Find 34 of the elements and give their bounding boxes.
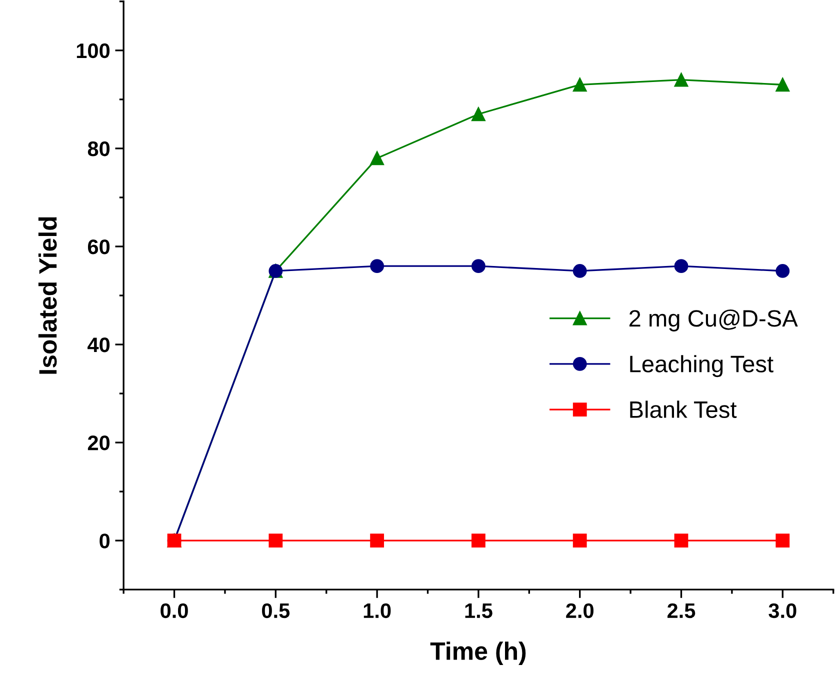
x-tick-label: 3.0 — [768, 603, 796, 618]
x-tick-label: 0.5 — [262, 603, 290, 618]
legend-label: 2 mg Cu@D-SA — [629, 309, 798, 332]
x-axis-title: Time (h) — [430, 642, 526, 665]
point — [674, 534, 688, 548]
point — [572, 534, 587, 548]
point — [370, 534, 384, 548]
point — [370, 151, 384, 166]
x-tick-label: 2.5 — [667, 603, 696, 618]
point — [472, 534, 486, 548]
point — [776, 264, 790, 278]
legend-label: Blank Test — [630, 400, 737, 418]
point — [472, 107, 486, 122]
y-tick-label: 100 — [76, 43, 110, 58]
legend-label: Leaching Test — [630, 355, 774, 378]
y-tick-label: 40 — [88, 338, 110, 352]
y-tick-label: 0 — [100, 534, 110, 548]
point — [370, 259, 384, 274]
point — [572, 264, 587, 278]
point — [674, 259, 688, 274]
point — [268, 534, 283, 548]
point — [572, 78, 587, 92]
x-tick-label: 1.5 — [465, 604, 492, 618]
y-tick-label: 20 — [88, 436, 110, 450]
point — [674, 72, 688, 87]
x-tick-label: 2.0 — [566, 603, 594, 618]
y-tick-label: 80 — [88, 141, 110, 156]
y-axis-title: Isolated Yield — [38, 217, 57, 374]
x-tick-label: 0.0 — [160, 603, 188, 618]
point — [472, 259, 486, 274]
point — [776, 78, 790, 92]
point — [776, 534, 790, 548]
x-tick-label: 1.0 — [364, 603, 391, 618]
y-tick-label: 60 — [88, 239, 110, 254]
